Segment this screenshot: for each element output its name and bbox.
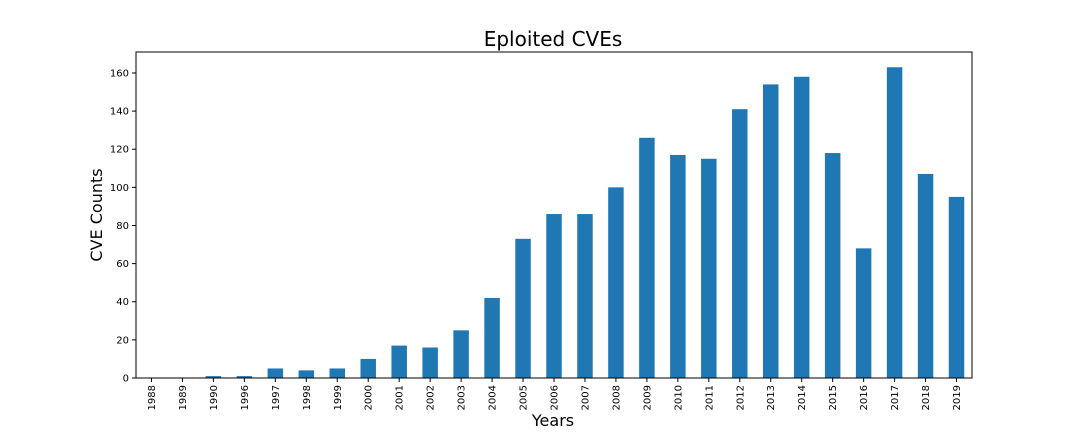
y-tick-label: 0 <box>123 374 129 385</box>
bar-2008 <box>608 187 624 378</box>
y-tick-label: 60 <box>116 259 129 270</box>
x-tick-label: 2010 <box>673 385 684 410</box>
x-tick-label: 2014 <box>797 385 808 410</box>
x-tick-label: 2004 <box>488 385 499 410</box>
x-tick-label: 2015 <box>828 385 839 410</box>
bar-2001 <box>391 345 407 378</box>
x-tick-label: 2011 <box>704 385 715 410</box>
bar-2012 <box>732 109 748 378</box>
bar-2013 <box>763 84 779 378</box>
bar-1997 <box>267 368 284 378</box>
plot-frame <box>135 51 973 379</box>
bar-2017 <box>886 67 903 378</box>
x-tick-label: 1990 <box>209 385 220 410</box>
x-axis-label: Years <box>531 411 574 430</box>
bar-2006 <box>546 214 562 378</box>
y-tick-label: 140 <box>110 107 129 118</box>
bar-2004 <box>484 297 500 378</box>
bar-2009 <box>639 137 655 378</box>
bar-1999 <box>329 368 345 378</box>
y-axis-label: CVE Counts <box>87 168 106 261</box>
y-tick-label: 20 <box>116 335 129 346</box>
x-tick-label: 1998 <box>302 385 313 410</box>
x-tick-label: 2009 <box>642 385 653 410</box>
y-tick-label: 100 <box>110 183 129 194</box>
y-tick-label: 80 <box>116 221 129 232</box>
x-tick-label: 2012 <box>735 385 746 410</box>
x-tick-label: 2003 <box>457 385 468 410</box>
bar-2010 <box>670 154 686 378</box>
x-tick-label: 2019 <box>952 385 963 410</box>
y-tick-label: 40 <box>116 297 129 308</box>
chart-title: Eploited CVEs <box>484 27 623 51</box>
x-tick-label: 2008 <box>611 385 622 410</box>
bar-2011 <box>701 158 717 378</box>
bar-2007 <box>577 214 593 378</box>
y-tick-label: 160 <box>110 68 129 79</box>
x-tick-label: 2005 <box>519 385 530 410</box>
bars-group <box>205 67 965 378</box>
y-tick-label: 120 <box>110 145 129 156</box>
bar-1998 <box>298 370 315 378</box>
bar-1990 <box>205 376 222 378</box>
x-tick-label: 2013 <box>766 385 777 410</box>
bar-2005 <box>515 238 531 378</box>
x-tick-label: 2001 <box>395 385 406 410</box>
x-tick-label: 1988 <box>147 385 158 410</box>
y-axis: 0 20 40 60 80 100 120 140 160 <box>110 68 136 385</box>
x-tick-label: 2002 <box>426 385 437 410</box>
x-axis: 1988 1989 1990 1996 1997 1998 1999 2000 2001 2002… <box>147 378 963 410</box>
x-tick-label: 2006 <box>550 385 561 410</box>
bar-2002 <box>422 347 438 378</box>
bar-2019 <box>948 196 965 378</box>
bar-1996 <box>236 376 253 378</box>
x-tick-label: 2018 <box>921 385 932 410</box>
bar-2016 <box>855 248 872 378</box>
bar-2003 <box>453 330 469 378</box>
x-tick-label: 2000 <box>364 385 375 410</box>
bar-2000 <box>360 358 376 378</box>
x-tick-label: 1989 <box>178 385 189 410</box>
x-tick-label: 1997 <box>271 385 282 410</box>
x-tick-label: 2007 <box>580 385 591 410</box>
x-tick-label: 1996 <box>240 385 251 410</box>
x-tick-label: 2017 <box>890 385 901 410</box>
bar-2015 <box>824 153 841 378</box>
x-tick-label: 1999 <box>333 385 344 410</box>
bar-2018 <box>917 174 934 378</box>
x-tick-label: 2016 <box>859 385 870 410</box>
bar-2014 <box>793 76 810 378</box>
